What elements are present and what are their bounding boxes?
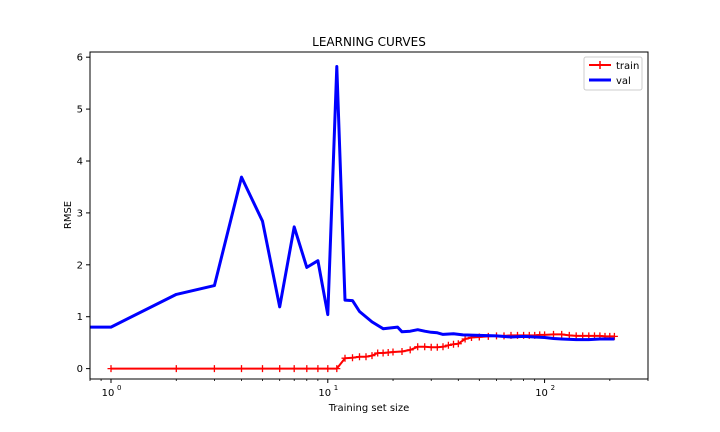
data-point-train-4	[259, 365, 266, 373]
data-point-train-23	[421, 343, 429, 351]
data-point-train-3	[238, 365, 245, 373]
y-tick-label: 5	[77, 105, 83, 116]
plot-area	[90, 52, 648, 379]
data-point-train-15	[368, 352, 376, 360]
data-point-train-29	[454, 340, 462, 348]
x-tick-exponent: 2	[551, 384, 555, 392]
data-point-train-9	[324, 365, 332, 373]
legend-train-label: train	[616, 61, 639, 72]
y-axis-label: RMSE	[63, 201, 74, 229]
x-tick-label: 10	[535, 388, 548, 399]
legend-val-label: val	[616, 76, 631, 87]
data-point-train-5	[276, 365, 284, 373]
data-point-train-27	[444, 341, 452, 349]
y-tick-label: 0	[77, 364, 83, 375]
x-tick-label: 10	[102, 388, 115, 399]
y-tick-label: 4	[77, 157, 83, 168]
data-point-train-21	[406, 346, 414, 354]
data-point-train-44	[558, 330, 566, 338]
data-point-train-45	[565, 331, 573, 339]
data-point-train-22	[414, 343, 422, 351]
data-point-train-11	[341, 354, 349, 362]
y-tick-label: 1	[77, 312, 83, 323]
x-tick-exponent: 0	[117, 384, 121, 392]
data-point-train-8	[314, 365, 322, 373]
series-val	[90, 65, 615, 342]
data-point-train-26	[439, 343, 447, 351]
data-point-train-43	[550, 330, 557, 338]
series-line-val	[90, 65, 615, 342]
data-point-train-12	[349, 354, 356, 362]
data-point-train-24	[427, 343, 435, 351]
y-tick-label: 2	[77, 260, 83, 271]
data-point-train-0	[107, 365, 115, 373]
y-tick-label: 3	[77, 208, 83, 219]
data-point-train-30	[461, 335, 469, 343]
data-point-train-1	[172, 365, 180, 373]
x-axis-label: Training set size	[328, 403, 410, 414]
data-point-train-2	[210, 365, 218, 373]
data-point-train-14	[362, 353, 370, 361]
legend: train val	[583, 56, 643, 91]
series-layer	[90, 65, 618, 373]
data-point-train-20	[398, 348, 406, 355]
axes-frame	[89, 51, 649, 380]
data-point-train-19	[389, 348, 397, 356]
data-point-train-6	[290, 365, 298, 373]
data-point-train-10	[333, 365, 341, 373]
y-tick-label: 6	[77, 53, 83, 64]
data-point-train-13	[356, 353, 363, 361]
chart-title: LEARNING CURVES	[312, 35, 426, 49]
data-point-train-7	[303, 365, 311, 373]
x-tick-label: 10	[318, 388, 331, 399]
x-tick-exponent: 1	[334, 384, 338, 392]
legend-train-marker	[596, 61, 604, 69]
